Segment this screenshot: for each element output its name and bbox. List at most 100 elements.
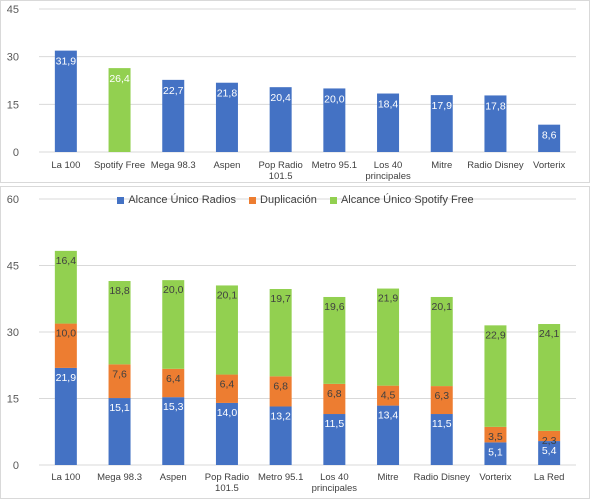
data-label: 20,1 — [432, 301, 453, 313]
bar-mega-98-3-duplicaci-n — [108, 364, 131, 399]
data-label: 18,4 — [378, 99, 399, 111]
x-tick-label: Vorterix — [479, 472, 511, 483]
data-label: 6,3 — [434, 390, 449, 402]
x-tick-label: Los 40 principales — [365, 160, 411, 182]
data-label: 15,3 — [163, 401, 184, 413]
bar-los-40-principales — [377, 93, 400, 152]
x-tick-label: Mitre — [377, 472, 398, 483]
x-tick-label: Los 40 principales — [312, 472, 358, 494]
bar-aspen-duplicaci-n — [162, 368, 185, 398]
y-tick-label: 30 — [7, 52, 19, 64]
data-label: 14,0 — [217, 407, 238, 419]
legend-swatch-spotify — [329, 196, 337, 204]
bar-los-40-principales-alcance-nico-spotify-free — [323, 296, 346, 384]
legend-item-spotify: Alcance Único Spotify Free — [329, 194, 474, 206]
bar-la-100 — [54, 50, 77, 152]
bar-vorterix — [538, 124, 561, 152]
y-tick-label: 60 — [7, 194, 19, 206]
data-label: 17,8 — [485, 100, 506, 112]
bar-aspen — [215, 82, 238, 152]
data-label: 21,9 — [56, 372, 77, 384]
bar-la-red-alcance-nico-radios — [538, 441, 561, 465]
bar-mitre — [430, 95, 453, 152]
data-label: 20,1 — [217, 289, 238, 301]
bar-pop-radio-101-5 — [269, 87, 292, 152]
bar-radio-disney-duplicaci-n — [430, 386, 453, 415]
bar-mitre-duplicaci-n — [377, 385, 400, 406]
data-label: 13,2 — [270, 410, 291, 422]
bar-metro-95-1-alcance-nico-radios — [269, 406, 292, 465]
x-tick-label: Aspen — [160, 472, 187, 483]
y-tick-label: 45 — [7, 4, 19, 16]
bar-pop-radio-101-5-alcance-nico-spotify-free — [215, 285, 238, 375]
bar-metro-95-1-alcance-nico-spotify-free — [269, 288, 292, 377]
x-tick-label: Mega 98.3 — [151, 160, 196, 171]
data-label: 7,6 — [112, 368, 127, 380]
data-label: 19,6 — [324, 301, 345, 313]
data-label: 6,8 — [273, 380, 288, 392]
x-tick-label: Aspen — [213, 160, 240, 171]
data-label: 21,8 — [217, 88, 238, 100]
y-tick-label: 15 — [7, 394, 19, 406]
data-label: 4,5 — [381, 390, 396, 402]
legend-swatch-duplicacion — [249, 196, 257, 204]
data-label: 5,1 — [488, 446, 503, 458]
bar-aspen-alcance-nico-radios — [162, 397, 185, 465]
x-tick-label: La Red — [534, 472, 565, 483]
bar-la-100-duplicaci-n — [54, 323, 77, 368]
data-label: 5,4 — [542, 445, 557, 457]
data-label: 18,8 — [109, 285, 130, 297]
data-label: 10,0 — [56, 328, 77, 340]
y-tick-label: 45 — [7, 261, 19, 273]
chart-legend: Alcance Único Radios Duplicación Alcance… — [0, 194, 591, 207]
stacked-reach-chart: 0 15 30 45 60 21,9 10,0 16,4 La 100 15,1 7,6 18,8 Me… — [7, 194, 576, 494]
y-tick-label: 30 — [7, 327, 19, 339]
y-tick-label: 15 — [7, 99, 19, 111]
bar-mitre-alcance-nico-spotify-free — [377, 288, 400, 386]
bar-pop-radio-101-5-alcance-nico-radios — [215, 402, 238, 465]
data-label: 20,0 — [163, 284, 184, 296]
y-tick-label: 0 — [13, 460, 19, 472]
bar-metro-95-1-duplicaci-n — [269, 376, 292, 407]
data-label: 8,6 — [542, 130, 557, 142]
x-tick-label: Pop Radio 101.5 — [205, 472, 249, 494]
bar-spotify-free — [108, 68, 131, 152]
data-label: 21,9 — [378, 293, 399, 305]
x-tick-label: Radio Disney — [414, 472, 471, 483]
x-tick-label: Vorterix — [533, 160, 565, 171]
bar-los-40-principales-alcance-nico-radios — [323, 414, 346, 465]
data-label: 19,7 — [270, 293, 291, 305]
data-label: 2,3 — [542, 435, 557, 447]
x-tick-label: Radio Disney — [467, 160, 524, 171]
data-label: 17,9 — [432, 100, 453, 112]
bar-pop-radio-101-5-duplicaci-n — [215, 374, 238, 403]
data-label: 22,9 — [485, 329, 506, 341]
bar-radio-disney-alcance-nico-spotify-free — [430, 296, 453, 387]
y-tick-label: 0 — [13, 147, 19, 159]
bar-la-100-alcance-nico-radios — [54, 367, 77, 465]
bar-mega-98-3 — [162, 79, 185, 152]
x-tick-label: Mitre — [431, 160, 452, 171]
bar-la-red-duplicaci-n — [538, 430, 561, 442]
reach-bar-chart: 0 15 30 45 31,9 La 100 26,4 Spotify Free 22,7 Meg… — [7, 4, 576, 182]
data-label: 31,9 — [56, 56, 77, 68]
bar-metro-95-1 — [323, 88, 346, 152]
data-label: 16,4 — [56, 255, 77, 267]
bar-vorterix-alcance-nico-spotify-free — [484, 325, 507, 427]
legend-item-radios: Alcance Único Radios — [117, 194, 236, 206]
x-tick-label: La 100 — [51, 472, 80, 483]
x-tick-label: Spotify Free — [94, 160, 145, 171]
data-label: 6,4 — [166, 373, 181, 385]
bar-aspen-alcance-nico-spotify-free — [162, 280, 185, 369]
data-label: 11,5 — [432, 418, 452, 430]
legend-label-duplicacion: Duplicación — [260, 194, 317, 206]
x-tick-label: Mega 98.3 — [97, 472, 142, 483]
legend-label-radios: Alcance Único Radios — [128, 194, 236, 206]
bar-mega-98-3-alcance-nico-radios — [108, 398, 131, 465]
legend-label-spotify: Alcance Único Spotify Free — [340, 194, 474, 206]
bar-radio-disney — [484, 95, 507, 152]
bar-vorterix-alcance-nico-radios — [484, 442, 507, 465]
data-label: 6,8 — [327, 388, 342, 400]
bar-los-40-principales-duplicaci-n — [323, 383, 346, 415]
